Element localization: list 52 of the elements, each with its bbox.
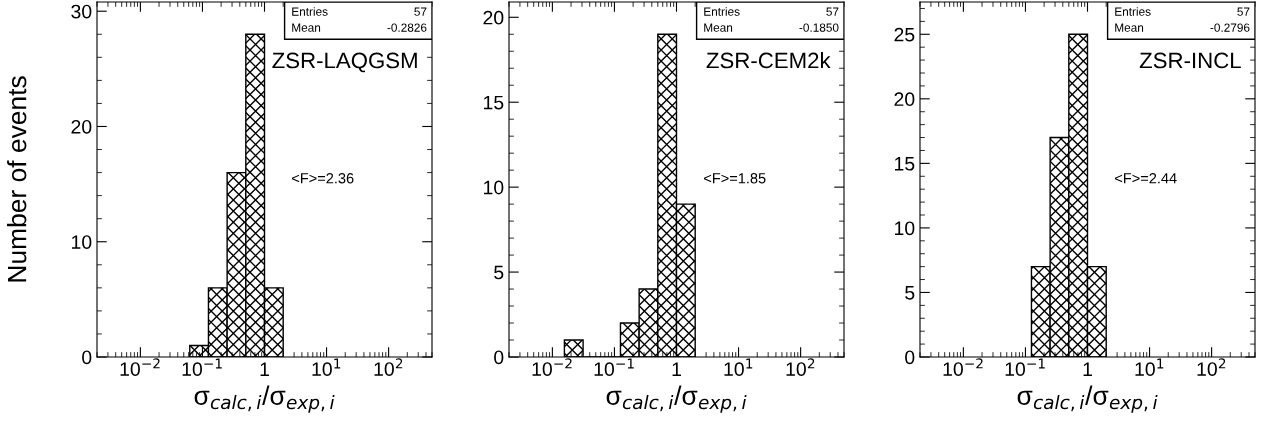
x-tick-label: 1 <box>1083 362 1092 376</box>
y-tick-label: 5 <box>494 265 504 280</box>
annotation: Mean <box>1115 23 1144 32</box>
annotation: -0.2796 <box>1210 23 1250 32</box>
annotation: ZSR-LAQGSM <box>272 52 417 73</box>
x-tick-label: 10$^{−1}$ <box>182 358 222 377</box>
x-tick-label: 10$^{2}$ <box>786 358 815 376</box>
y-tick-label: 0 <box>905 350 915 365</box>
y-tick-label: 10 <box>895 221 915 236</box>
annotation: 57 <box>414 7 427 16</box>
y-tick-label: 0 <box>82 350 92 365</box>
annotation: 57 <box>826 7 839 16</box>
x-tick-label: 10$^{−2}$ <box>532 358 572 376</box>
annotation: -0.1850 <box>799 23 839 32</box>
x-tick-label: 10$^{−1}$ <box>1005 358 1045 377</box>
x-tick-label: 10$^{2}$ <box>1197 358 1226 376</box>
annotation: Mean <box>704 23 733 32</box>
annotation: Entries <box>1115 7 1151 16</box>
annotation: 57 <box>1237 7 1250 16</box>
x-tick-label: 10$^{1}$ <box>724 358 753 377</box>
y-tick-label: 5 <box>905 286 915 300</box>
y-tick-label: 30 <box>71 4 92 19</box>
annotation: <F>=1.85 <box>704 173 766 184</box>
y-tick-label: 0 <box>494 350 504 365</box>
y-axis-title: Number of events <box>7 76 27 282</box>
annotation: ZSR-CEM2k <box>706 51 831 69</box>
annotation: Mean <box>292 23 321 32</box>
x-tick-label: 10$^{1}$ <box>312 358 341 377</box>
annotation: <F>=2.36 <box>292 173 354 184</box>
x-tick-label: 10$^{−1}$ <box>594 358 634 377</box>
y-tick-label: 20 <box>483 10 504 25</box>
x-axis-title: σ$_{calc,i}$/σ$_{exp,i}$ <box>1017 385 1158 413</box>
y-tick-label: 10 <box>484 180 504 195</box>
annotation: Entries <box>704 7 740 16</box>
y-tick-label: 25 <box>894 27 915 42</box>
x-tick-label: 1 <box>260 362 269 376</box>
x-tick-label: 1 <box>672 362 681 376</box>
x-tick-label: 10$^{−2}$ <box>120 358 160 376</box>
y-tick-label: 20 <box>894 92 915 107</box>
y-tick-label: 15 <box>484 95 504 110</box>
x-tick-label: 10$^{2}$ <box>374 358 403 376</box>
x-axis-title: σ$_{calc,i}$/σ$_{exp,i}$ <box>606 385 747 413</box>
y-tick-label: 20 <box>71 119 92 134</box>
annotation: Entries <box>292 7 328 16</box>
y-tick-label: 15 <box>895 157 915 171</box>
annotation: ZSR-INCL <box>1139 52 1241 69</box>
x-tick-label: 10$^{−2}$ <box>943 358 983 376</box>
annotation: <F>=2.44 <box>1115 173 1177 184</box>
x-tick-label: 10$^{1}$ <box>1135 358 1164 377</box>
x-axis-title: σ$_{calc,i}$/σ$_{exp,i}$ <box>194 385 335 413</box>
annotation: -0.2826 <box>387 23 427 32</box>
y-tick-label: 10 <box>72 235 92 249</box>
